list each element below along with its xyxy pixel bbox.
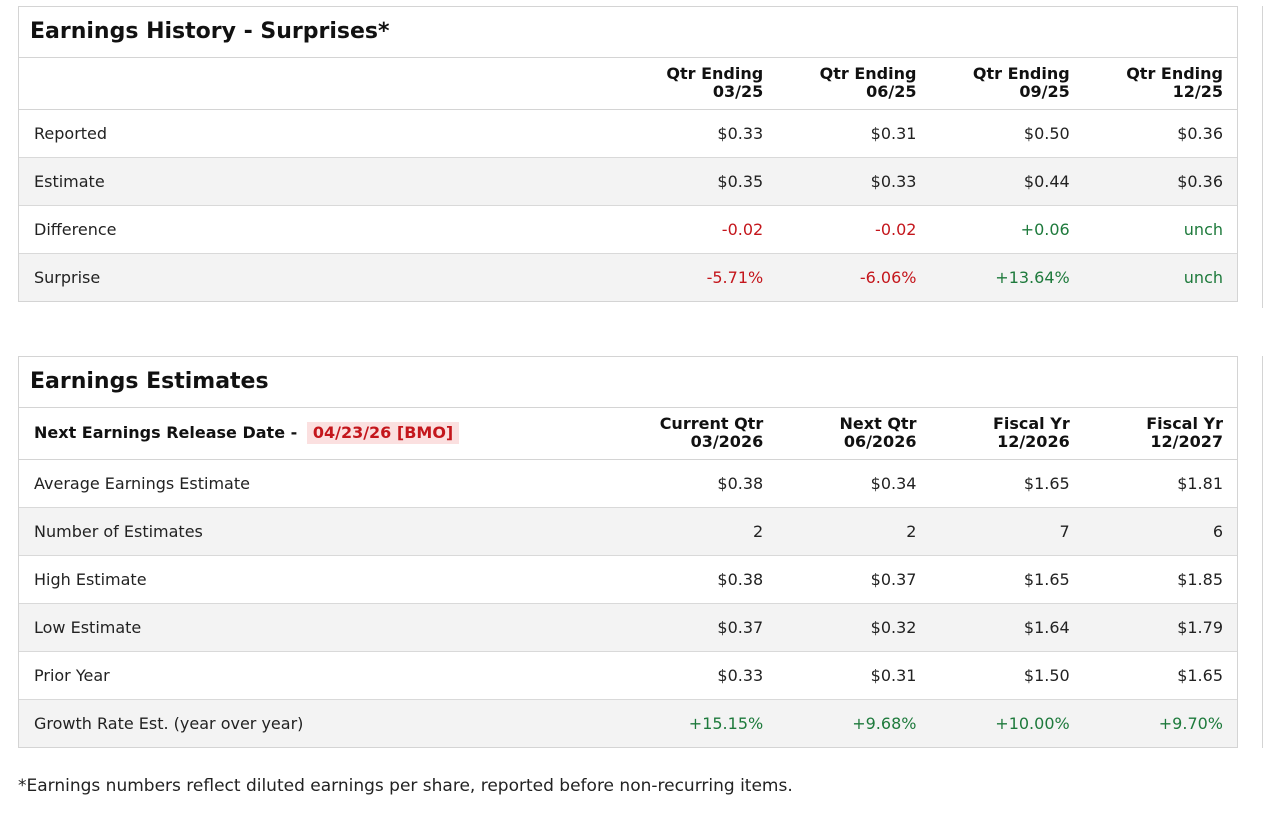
adjacent-panel-edge [1262,6,1263,308]
table-row: High Estimate $0.38 $0.37 $1.65 $1.85 [19,555,1237,604]
cell-value: $1.79 [1083,603,1237,652]
cell-value: 6 [1083,507,1237,556]
cell-value: $0.36 [1083,157,1237,206]
cell-value: 2 [777,507,931,556]
cell-value: $0.34 [777,459,931,508]
cell-value: -0.02 [777,205,931,254]
row-label: Low Estimate [19,603,624,652]
row-label: Average Earnings Estimate [19,459,624,508]
column-header: Fiscal Yr 12/2027 [1083,408,1237,460]
cell-value: +13.64% [930,253,1084,301]
cell-value: $0.33 [623,109,778,158]
cell-value: $0.50 [930,109,1084,158]
cell-value: $0.32 [777,603,931,652]
cell-value: $1.65 [930,555,1084,604]
row-label: Estimate [19,157,624,206]
cell-value: $1.81 [1083,459,1237,508]
cell-value: $1.65 [930,459,1084,508]
cell-value: $0.44 [930,157,1084,206]
column-header: Qtr Ending 12/25 [1083,58,1237,110]
table-row: Prior Year $0.33 $0.31 $1.50 $1.65 [19,651,1237,700]
cell-value: $0.37 [777,555,931,604]
earnings-estimates-panel: Earnings Estimates Next Earnings Release… [18,356,1238,748]
cell-value: $0.38 [623,459,778,508]
table-row: Growth Rate Est. (year over year) +15.15… [19,699,1237,747]
row-label: Prior Year [19,651,624,700]
cell-value: $0.33 [623,651,778,700]
earnings-estimates-title: Earnings Estimates [19,357,1237,408]
column-header: Fiscal Yr 12/2026 [930,408,1084,460]
earnings-history-title: Earnings History - Surprises* [19,7,1237,58]
cell-value: -0.02 [623,205,778,254]
cell-value: +9.70% [1083,699,1237,747]
cell-value: $0.31 [777,651,931,700]
cell-value: unch [1083,205,1237,254]
row-label: Surprise [19,253,624,301]
cell-value: -6.06% [777,253,931,301]
row-label: Number of Estimates [19,507,624,556]
cell-value: $0.36 [1083,109,1237,158]
header-blank [19,58,624,110]
table-row: Low Estimate $0.37 $0.32 $1.64 $1.79 [19,603,1237,652]
earnings-history-panel: Earnings History - Surprises* Qtr Ending… [18,6,1238,302]
cell-value: $1.64 [930,603,1084,652]
column-header: Next Qtr 06/2026 [777,408,931,460]
row-label: Difference [19,205,624,254]
column-header: Qtr Ending 06/25 [777,58,931,110]
release-date-badge: 04/23/26 [BMO] [306,422,460,445]
earnings-estimates-table: Next Earnings Release Date - 04/23/26 [B… [19,408,1237,747]
footnote: *Earnings numbers reflect diluted earnin… [18,776,793,796]
row-label: Reported [19,109,624,158]
table-header-row: Next Earnings Release Date - 04/23/26 [B… [19,408,1237,460]
next-release-header: Next Earnings Release Date - 04/23/26 [B… [19,408,624,460]
cell-value: $0.38 [623,555,778,604]
table-row: Surprise -5.71% -6.06% +13.64% unch [19,253,1237,301]
row-label: High Estimate [19,555,624,604]
cell-value: $0.31 [777,109,931,158]
row-label: Growth Rate Est. (year over year) [19,699,624,747]
table-header-row: Qtr Ending 03/25 Qtr Ending 06/25 Qtr Endi… [19,58,1237,110]
cell-value: +10.00% [930,699,1084,747]
column-header: Qtr Ending 03/25 [623,58,778,110]
table-row: Difference -0.02 -0.02 +0.06 unch [19,205,1237,254]
cell-value: $1.65 [1083,651,1237,700]
cell-value: +15.15% [623,699,778,747]
table-row: Number of Estimates 2 2 7 6 [19,507,1237,556]
cell-value: $0.35 [623,157,778,206]
cell-value: +0.06 [930,205,1084,254]
cell-value: $0.37 [623,603,778,652]
cell-value: 2 [623,507,778,556]
release-date-label: Next Earnings Release Date - [34,423,298,443]
table-row: Estimate $0.35 $0.33 $0.44 $0.36 [19,157,1237,206]
cell-value: -5.71% [623,253,778,301]
column-header: Current Qtr 03/2026 [623,408,778,460]
cell-value: unch [1083,253,1237,301]
cell-value: +9.68% [777,699,931,747]
column-header: Qtr Ending 09/25 [930,58,1084,110]
cell-value: $0.33 [777,157,931,206]
table-row: Reported $0.33 $0.31 $0.50 $0.36 [19,109,1237,158]
earnings-history-table: Qtr Ending 03/25 Qtr Ending 06/25 Qtr Endi… [19,58,1237,301]
adjacent-panel-edge [1262,356,1263,748]
cell-value: $1.85 [1083,555,1237,604]
cell-value: 7 [930,507,1084,556]
table-row: Average Earnings Estimate $0.38 $0.34 $1… [19,459,1237,508]
cell-value: $1.50 [930,651,1084,700]
